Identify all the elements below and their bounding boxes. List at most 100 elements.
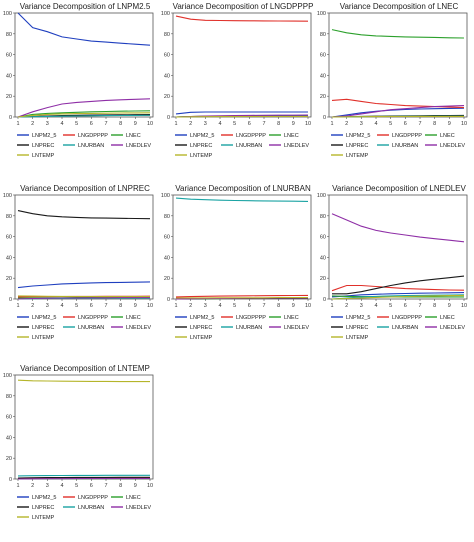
chart-panel-3: Variance Decomposition of LNEC 0 20 40 60 80 1… — [317, 2, 468, 159]
series-line-lntemp — [17, 379, 150, 383]
legend-label: LNGDPPPP — [78, 133, 108, 139]
plot-frame — [172, 12, 312, 118]
y-tick-label: 60 — [320, 235, 326, 241]
legend-label: LNPM2_5 — [32, 133, 56, 139]
legend-label: LNPREC — [190, 143, 212, 149]
legend-label: LNPM2_5 — [32, 495, 56, 501]
series-line-lntemp — [331, 115, 464, 118]
chart-panel-2: Variance Decomposition of LNGDPPPP 0 20 40 6… — [161, 2, 314, 159]
x-tick-label: 3 — [360, 121, 363, 127]
legend-label: LNEC — [284, 315, 299, 321]
legend-label: LNTEMP — [32, 335, 55, 341]
y-tick-label: 100 — [317, 193, 326, 199]
series-line-lnec — [331, 29, 465, 39]
x-tick-label: 2 — [345, 303, 348, 309]
y-tick-label: 100 — [317, 11, 326, 17]
series-line-lnurban — [175, 197, 309, 202]
y-tick-label: 60 — [164, 53, 170, 59]
x-tick-label: 7 — [104, 483, 107, 489]
x-tick-label: 2 — [345, 121, 348, 127]
y-tick-label: 60 — [6, 415, 12, 421]
x-tick-label: 1 — [174, 303, 177, 309]
x-tick-label: 10 — [147, 121, 153, 127]
y-tick-label: 80 — [164, 32, 170, 38]
y-tick-label: 20 — [320, 276, 326, 282]
legend-label: LNURBAN — [78, 325, 104, 331]
x-tick-label: 1 — [330, 303, 333, 309]
legend-label: LNTEMP — [346, 335, 369, 341]
series-line-lntemp — [17, 295, 150, 298]
plot-frame — [328, 12, 468, 118]
series-line-lnpm2-5 — [17, 281, 151, 289]
x-tick-label: 4 — [60, 303, 63, 309]
series-line-lnurban — [17, 114, 151, 118]
x-tick-label: 9 — [134, 121, 137, 127]
legend-label: LNPREC — [32, 505, 54, 511]
x-tick-label: 10 — [305, 121, 311, 127]
legend-label: LNURBAN — [78, 143, 104, 149]
legend-label: LNEC — [440, 315, 455, 321]
y-tick-label: 20 — [6, 276, 12, 282]
chart-panel-7: Variance Decomposition of LNTEMP 0 20 40 60 8… — [3, 364, 154, 521]
x-tick-label: 3 — [46, 121, 49, 127]
y-tick-label: 20 — [320, 94, 326, 100]
x-tick-label: 10 — [147, 483, 153, 489]
x-tick-label: 5 — [75, 303, 78, 309]
series-line-lnpm2-5 — [331, 292, 465, 298]
y-tick-label: 80 — [320, 214, 326, 220]
x-tick-label: 1 — [174, 121, 177, 127]
series-line-lngdpppp — [175, 15, 309, 22]
y-tick-label: 60 — [6, 53, 12, 59]
legend-label: LNPREC — [346, 143, 368, 149]
legend-label: LNTEMP — [32, 515, 55, 521]
x-tick-label: 7 — [418, 121, 421, 127]
y-tick-label: 40 — [320, 255, 326, 261]
x-tick-label: 2 — [31, 483, 34, 489]
series-line-lnprec — [17, 476, 150, 479]
legend-label: LNPM2_5 — [190, 315, 214, 321]
y-tick-label: 100 — [3, 193, 12, 199]
x-tick-label: 7 — [418, 303, 421, 309]
series-line-lnprec — [17, 210, 151, 220]
x-tick-label: 8 — [119, 121, 122, 127]
y-tick-label: 80 — [164, 214, 170, 220]
x-tick-label: 7 — [104, 303, 107, 309]
series-line-lntemp — [17, 112, 151, 118]
x-tick-label: 4 — [218, 121, 221, 127]
y-tick-label: 0 — [323, 115, 326, 121]
series-line-lntemp — [175, 115, 308, 118]
series-line-lnpm2-5 — [175, 111, 308, 115]
plot-frame — [328, 194, 468, 300]
x-tick-label: 8 — [433, 121, 436, 127]
legend-label: LNPREC — [190, 325, 212, 331]
plot-frame — [14, 12, 154, 118]
x-tick-label: 9 — [448, 121, 451, 127]
legend-label: LNEDLEV — [284, 325, 309, 331]
legend-label: LNGDPPPP — [78, 315, 108, 321]
legend-label: LNEC — [126, 495, 141, 501]
x-tick-label: 1 — [16, 303, 19, 309]
series-line-lnedlev — [331, 213, 465, 243]
legend-label: LNTEMP — [190, 153, 213, 159]
y-tick-label: 40 — [164, 255, 170, 261]
x-tick-label: 6 — [90, 121, 93, 127]
y-tick-label: 60 — [6, 235, 12, 241]
x-tick-label: 9 — [134, 303, 137, 309]
y-tick-label: 40 — [164, 73, 170, 79]
chart-panel-5: Variance Decomposition of LNURBAN 0 20 40 60… — [161, 184, 312, 341]
y-tick-label: 0 — [323, 297, 326, 303]
x-tick-label: 3 — [204, 303, 207, 309]
y-tick-label: 40 — [320, 73, 326, 79]
x-tick-label: 7 — [104, 121, 107, 127]
y-tick-label: 100 — [161, 11, 170, 17]
y-tick-label: 100 — [3, 11, 12, 17]
x-tick-label: 2 — [189, 303, 192, 309]
legend-label: LNPREC — [32, 143, 54, 149]
x-tick-label: 10 — [147, 303, 153, 309]
x-tick-label: 1 — [16, 121, 19, 127]
x-tick-label: 2 — [189, 121, 192, 127]
chart-title: Variance Decomposition of LNGDPPPP — [173, 2, 314, 11]
y-tick-label: 0 — [167, 297, 170, 303]
legend-label: LNURBAN — [392, 143, 418, 149]
